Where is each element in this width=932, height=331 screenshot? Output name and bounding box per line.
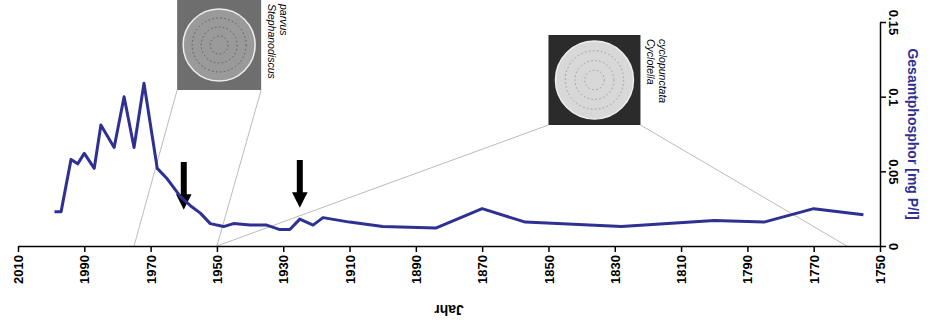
- x-tick-label: 1770: [807, 255, 822, 284]
- x-tick-mark: [482, 246, 484, 252]
- diatom-pattern: [575, 61, 614, 100]
- y-axis-title: Gesamtphosphor [mg P/l]: [905, 48, 921, 219]
- data-group: [54, 83, 863, 229]
- diatom-shape: [183, 9, 255, 81]
- x-tick-label: 1950: [210, 255, 225, 284]
- x-tick-label: 1850: [542, 255, 557, 284]
- x-tick: 1830: [608, 246, 623, 284]
- x-tick-mark: [283, 246, 285, 252]
- x-tick: 1770: [807, 246, 822, 284]
- diatom-pattern: [565, 51, 624, 110]
- chart: Stephanodiscusparvus Cyclotellacyclopunct…: [0, 0, 932, 331]
- y-tick-mark: [880, 22, 886, 24]
- diatom-shape: [555, 41, 633, 119]
- y-tick: 0.05: [880, 159, 901, 184]
- x-axis: 2010 1990 1970 1950 1930 1910 1890 1870 1850 1830…: [11, 246, 888, 284]
- x-tick-label: 1910: [343, 255, 358, 284]
- y-tick-label: 0.05: [886, 159, 901, 184]
- x-tick-mark: [681, 246, 683, 252]
- diatom-image: [177, 0, 261, 90]
- arrows: [184, 160, 300, 202]
- y-tick-label: 0.15: [886, 10, 901, 35]
- diatom-pattern: [201, 27, 237, 63]
- x-tick-label: 1750: [873, 255, 888, 284]
- x-tick: 1970: [144, 246, 159, 284]
- y-axis-line: [880, 23, 882, 247]
- diatom-image: [548, 35, 640, 125]
- y-tick: 0.1: [880, 88, 901, 106]
- annotations: Stephanodiscusparvus Cyclotellacyclopunct…: [134, 0, 847, 246]
- x-tick-label: 1890: [409, 255, 424, 284]
- x-tick-mark: [217, 246, 219, 252]
- annotation-label: Stephanodiscusparvus: [266, 3, 290, 79]
- y-tick-label: 0: [886, 243, 901, 250]
- y-tick-mark: [880, 96, 886, 98]
- x-tick: 1850: [542, 246, 557, 284]
- x-tick-label: 2010: [11, 255, 26, 284]
- x-tick-mark: [548, 246, 550, 252]
- x-tick-mark: [747, 246, 749, 252]
- x-tick-label: 1790: [740, 255, 755, 284]
- y-tick: 0.15: [880, 10, 901, 35]
- y-tick-mark: [880, 246, 886, 248]
- x-tick: 1990: [77, 246, 92, 284]
- arrow: [297, 160, 303, 200]
- diatom-pattern: [210, 36, 228, 54]
- annotation-label: Cyclotellacyclopunctata: [645, 39, 669, 103]
- plot-area: Stephanodiscusparvus Cyclotellacyclopunct…: [11, 0, 901, 284]
- x-axis-line: [19, 246, 881, 248]
- x-tick-mark: [813, 246, 815, 252]
- x-tick-mark: [150, 246, 152, 252]
- x-tick-mark: [416, 246, 418, 252]
- x-tick: 1950: [210, 246, 225, 284]
- x-tick-label: 1990: [77, 255, 92, 284]
- x-tick-label: 1810: [674, 255, 689, 284]
- x-tick-mark: [349, 246, 351, 252]
- x-axis-title: Jahr: [434, 302, 464, 318]
- x-tick: 1930: [276, 246, 291, 284]
- x-tick-mark: [84, 246, 86, 252]
- x-tick: 1790: [740, 246, 755, 284]
- x-tick: 1810: [674, 246, 689, 284]
- y-tick-mark: [880, 171, 886, 173]
- x-tick-label: 1830: [608, 255, 623, 284]
- x-tick: 1750: [873, 246, 888, 284]
- x-tick-mark: [18, 246, 20, 252]
- x-tick-mark: [615, 246, 617, 252]
- x-tick-label: 1970: [144, 255, 159, 284]
- y-axis: 0 0.05 0.1 0.15: [880, 10, 901, 250]
- range-guide: [640, 125, 846, 246]
- diatom-pattern: [585, 70, 605, 90]
- x-tick: 1870: [475, 246, 490, 284]
- data-line: [54, 83, 863, 229]
- x-tick: 1910: [343, 246, 358, 284]
- x-tick: 1890: [409, 246, 424, 284]
- y-tick-label: 0.1: [886, 88, 901, 106]
- x-tick-label: 1930: [276, 255, 291, 284]
- diatom-pattern: [192, 18, 246, 72]
- y-tick: 0: [880, 243, 901, 250]
- x-tick-label: 1870: [475, 255, 490, 284]
- x-tick: 2010: [11, 246, 26, 284]
